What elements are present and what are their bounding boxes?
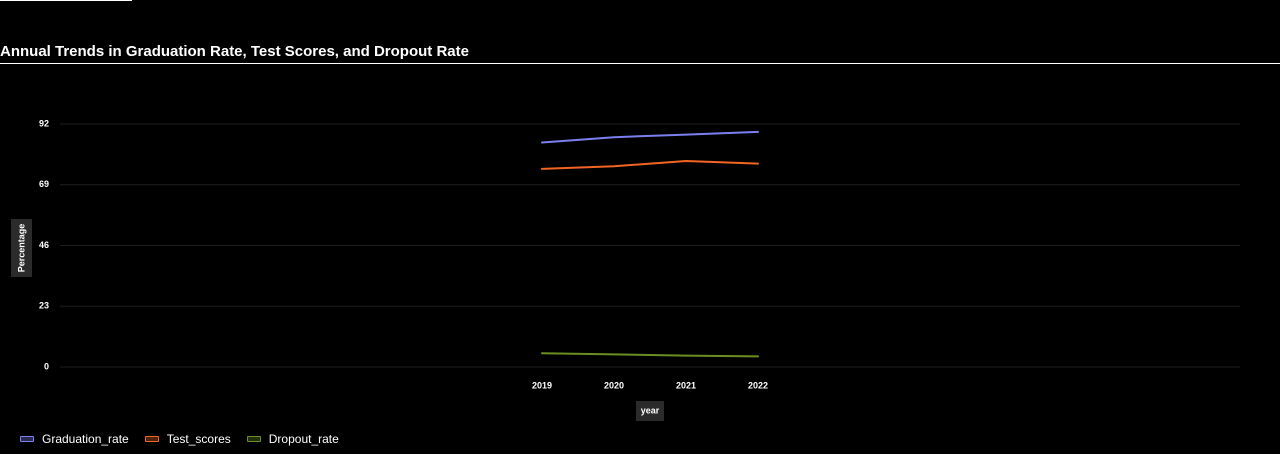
x-axis-label: year (641, 405, 660, 415)
legend-swatch (20, 436, 34, 442)
y-axis-ticks: 0 23 46 69 92 (39, 118, 49, 371)
legend-swatch (246, 436, 261, 442)
active-tab-indicator (0, 0, 132, 1)
x-tick-label: 2022 (748, 380, 768, 390)
x-axis-title: year (636, 401, 664, 421)
legend-swatch (144, 436, 159, 442)
series-line-graduation-rate[interactable] (541, 130, 759, 144)
x-tick-label: 2020 (604, 380, 624, 390)
y-tick-label: 23 (39, 301, 49, 311)
gridlines (60, 123, 1240, 368)
y-axis-title: Percentage (11, 219, 32, 277)
y-axis-label: Percentage (16, 224, 26, 273)
series-lines (541, 130, 759, 358)
legend-item-dropout-rate[interactable]: Dropout_rate (246, 432, 339, 446)
legend-item-test-scores[interactable]: Test_scores (144, 432, 231, 446)
title-divider (0, 63, 1280, 64)
y-axis-title-background (11, 219, 32, 277)
x-axis-ticks: 2019 2020 2021 2022 (532, 380, 768, 390)
y-tick-label: 46 (39, 240, 49, 250)
y-tick-label: 0 (44, 361, 49, 371)
series-line-dropout-rate[interactable] (541, 352, 759, 358)
x-tick-label: 2019 (532, 380, 552, 390)
y-tick-label: 92 (39, 118, 49, 128)
series-line-test-scores[interactable] (541, 159, 759, 170)
legend-label: Dropout_rate (268, 432, 339, 446)
legend-label: Graduation_rate (42, 432, 129, 446)
x-tick-label: 2021 (676, 380, 696, 390)
legend-item-graduation-rate[interactable]: Graduation_rate (20, 432, 129, 446)
y-tick-label: 69 (39, 179, 49, 189)
legend-label: Test_scores (166, 432, 231, 446)
x-axis-title-background (636, 401, 664, 421)
chart-legend: Graduation_rate Test_scores Dropout_rate (20, 432, 339, 446)
chart-title: Annual Trends in Graduation Rate, Test S… (0, 43, 469, 60)
